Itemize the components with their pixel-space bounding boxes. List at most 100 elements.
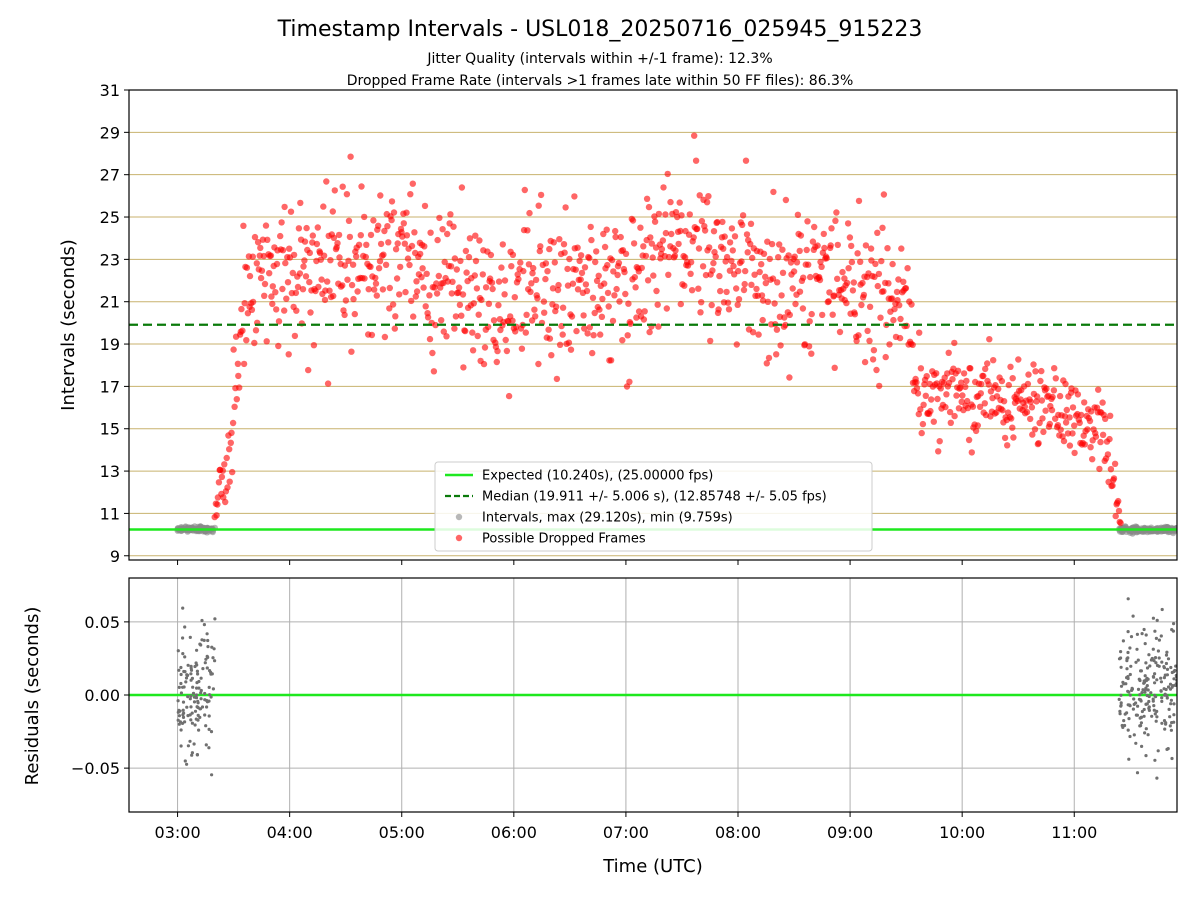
dropped-frame-point — [706, 244, 713, 251]
residual-point — [183, 759, 187, 763]
dropped-frame-point — [1081, 399, 1088, 406]
residual-point — [210, 672, 214, 676]
chart-title: Timestamp Intervals - USL018_20250716_02… — [277, 17, 923, 42]
residual-point — [1155, 715, 1159, 719]
dropped-frame-point — [923, 373, 930, 380]
dropped-frame-point — [922, 392, 929, 399]
dropped-frame-point — [580, 312, 587, 319]
dropped-frame-point — [779, 246, 786, 253]
residual-point — [1151, 675, 1155, 679]
residual-point — [189, 672, 193, 676]
dropped-frame-point — [610, 268, 617, 275]
residual-point — [1134, 660, 1138, 664]
residual-point — [1145, 684, 1149, 688]
dropped-frame-point — [596, 306, 603, 313]
residual-point — [1165, 696, 1169, 700]
residual-point — [1166, 657, 1171, 661]
residual-point — [1154, 661, 1158, 665]
residual-point — [199, 643, 203, 647]
residual-point — [1122, 719, 1126, 723]
dropped-frame-point — [419, 265, 426, 272]
dropped-frame-point — [282, 259, 289, 267]
dropped-frame-point — [637, 224, 644, 231]
y-tick-label: 0.00 — [84, 686, 120, 705]
dropped-frame-point — [407, 191, 414, 198]
residual-point — [1159, 689, 1163, 693]
residual-point — [1119, 693, 1123, 697]
dropped-frame-point — [235, 372, 242, 380]
bottom-axes-frame — [128, 577, 1178, 813]
dropped-frame-point — [439, 226, 446, 233]
residual-point — [1140, 691, 1144, 695]
dropped-frame-point — [969, 403, 977, 410]
dropped-frame-point — [577, 276, 584, 283]
dropped-frame-point — [650, 272, 657, 279]
dropped-frame-point — [421, 243, 428, 250]
residual-point — [190, 711, 194, 715]
dropped-frame-point — [517, 259, 524, 266]
dropped-frame-point — [890, 316, 897, 324]
dropped-frame-point — [811, 223, 818, 231]
dropped-frame-point — [958, 379, 965, 386]
dropped-frame-point — [627, 320, 634, 327]
dropped-frame-point — [681, 282, 688, 289]
dropped-frame-point — [638, 264, 645, 272]
dropped-frame-point — [778, 292, 785, 299]
dropped-frame-point — [251, 233, 259, 241]
dropped-frame-point — [1071, 422, 1078, 429]
dropped-frame-point — [805, 343, 813, 350]
dropped-frame-point — [382, 261, 390, 268]
residual-point — [213, 617, 217, 621]
dropped-frame-point — [1023, 408, 1031, 416]
dropped-frame-point — [1064, 430, 1072, 437]
dropped-frame-point — [384, 223, 391, 230]
dropped-frame-point — [1102, 415, 1109, 422]
residual-point — [1138, 678, 1142, 683]
dropped-frame-point — [531, 306, 538, 313]
dropped-frame-point — [782, 196, 790, 204]
dropped-frame-point — [1062, 380, 1069, 388]
dropped-frame-point — [1060, 437, 1068, 445]
residual-point — [1119, 650, 1123, 654]
residual-point — [1162, 665, 1166, 669]
residual-point — [1140, 744, 1144, 749]
residual-point — [176, 710, 180, 714]
dropped-frame-point — [472, 257, 480, 265]
dropped-frame-point — [759, 297, 767, 304]
residual-point — [203, 713, 207, 717]
residual-point — [213, 659, 217, 663]
residual-point — [176, 718, 180, 722]
dropped-frame-point — [224, 484, 231, 491]
dropped-frame-point — [223, 454, 230, 462]
dropped-frame-point — [1081, 441, 1089, 448]
dropped-frame-point — [768, 240, 776, 248]
residual-point — [1138, 724, 1142, 728]
residual-point — [1172, 677, 1176, 681]
residual-point — [190, 753, 194, 757]
residual-point — [1121, 639, 1125, 643]
dropped-frame-point — [433, 280, 440, 287]
x-tick-label: 10:00 — [939, 823, 985, 842]
residual-point — [177, 668, 181, 672]
residual-point — [204, 724, 208, 728]
residual-point — [189, 666, 193, 670]
residual-point — [1150, 714, 1154, 718]
dropped-frame-point — [313, 240, 321, 248]
dropped-frame-point — [226, 478, 233, 485]
dropped-frame-point — [227, 439, 234, 446]
y-tick-label: 13 — [100, 462, 120, 481]
dropped-frame-point — [394, 240, 401, 247]
dropped-frame-point — [920, 401, 927, 408]
dropped-frame-point — [976, 403, 984, 410]
dropped-frame-point — [590, 332, 597, 339]
dropped-frame-point — [273, 260, 281, 268]
dropped-frame-point — [688, 287, 696, 294]
residual-point — [1160, 699, 1164, 704]
dropped-frame-point — [402, 288, 409, 296]
residual-point — [179, 665, 183, 670]
dropped-frame-point — [834, 241, 841, 249]
residual-point — [179, 728, 183, 732]
dropped-frame-point — [396, 291, 403, 298]
dropped-frame-point — [589, 294, 597, 301]
dropped-frame-point — [281, 307, 288, 314]
